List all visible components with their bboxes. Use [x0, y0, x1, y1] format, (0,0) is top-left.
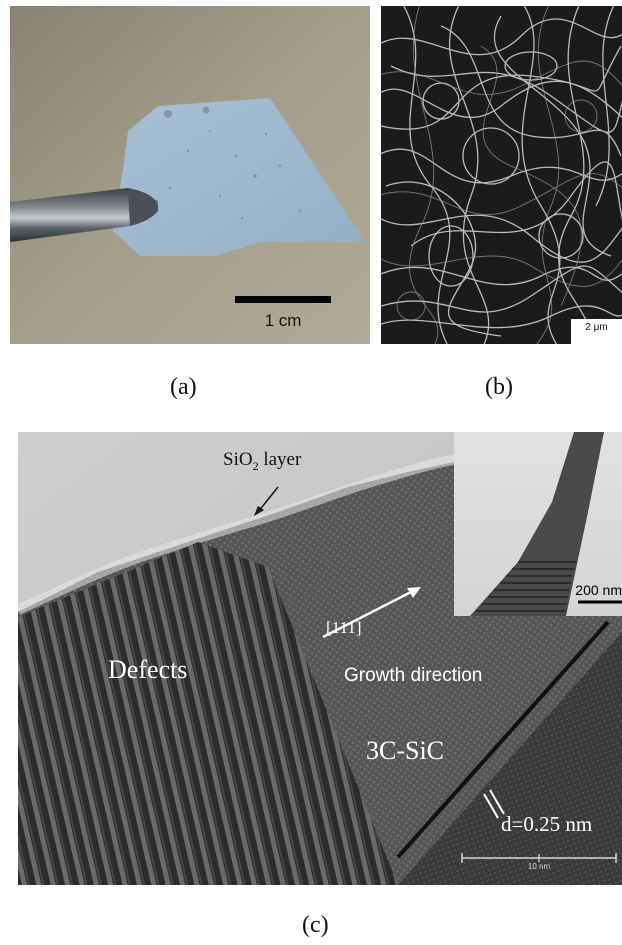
sample-sheet [113, 98, 365, 256]
photo-panel-a: 1 cm [10, 6, 370, 344]
caption-a: (a) [170, 374, 197, 400]
sem-panel-b: 2 μm [381, 6, 622, 344]
tem-panel-c: SiO2 layer Defects [111] Growth directio… [18, 432, 622, 885]
tweezers [10, 188, 159, 242]
oxide-layer-label: SiO2 layer [223, 449, 302, 473]
scale-label-a: 1 cm [264, 311, 302, 330]
main-scale-label: 10 nm [527, 862, 551, 871]
defects-label: Defects [108, 655, 188, 684]
direction-index-label: [111] [326, 618, 362, 637]
d-spacing-label: d=0.25 nm [501, 812, 593, 836]
caption-c: (c) [302, 912, 329, 938]
scale-label-b: 2 μm [585, 322, 608, 333]
caption-b: (b) [485, 374, 513, 400]
inset-scale-label: 200 nm [575, 582, 622, 598]
growth-direction-label: Growth direction [344, 665, 483, 686]
phase-label: 3C-SiC [366, 736, 445, 765]
scale-bar-a [235, 296, 331, 303]
